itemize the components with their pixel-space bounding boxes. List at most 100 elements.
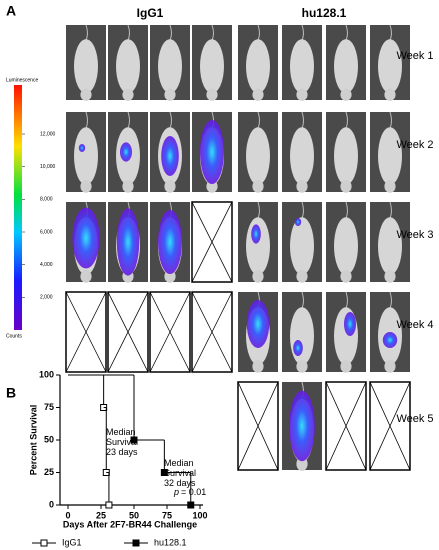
mouse-body	[290, 39, 314, 94]
mouse-body	[378, 217, 402, 275]
week-label: Week 5	[396, 413, 434, 425]
mouse-body	[334, 39, 358, 94]
panel-label: A	[6, 3, 16, 19]
signal	[294, 218, 302, 226]
mouse-tail	[345, 291, 348, 309]
x-tick-label: 50	[129, 510, 139, 520]
colorbar-title: Luminescence	[6, 77, 38, 83]
annotation: Median Survival 32 days	[164, 458, 197, 488]
x-axis-label: Days After 2F7-BR44 Challenge	[63, 519, 197, 529]
p-value: p = 0.01	[173, 487, 206, 497]
signal	[246, 300, 270, 348]
mouse-head	[122, 88, 134, 101]
colorbar-tick-label: 12,000	[40, 131, 56, 137]
cross	[107, 291, 149, 373]
signal	[251, 224, 261, 244]
mouse-tail	[389, 111, 392, 129]
mouse-head	[340, 180, 352, 193]
mouse-head	[252, 270, 264, 283]
week-label: Week 1	[396, 49, 434, 62]
mouse-body	[290, 217, 314, 275]
group-title: IgG1	[137, 6, 164, 20]
colorbar-tick-label: 8,000	[40, 197, 53, 203]
x-tick-label: 25	[96, 510, 106, 520]
mouse-body	[334, 127, 358, 185]
week-label: Week 4	[396, 319, 434, 331]
signal	[78, 144, 86, 152]
mouse-head	[340, 270, 352, 283]
legend-marker	[40, 539, 48, 547]
mouse-body	[378, 127, 402, 185]
cross	[237, 381, 279, 471]
mouse-body	[74, 39, 98, 94]
mouse-head	[252, 180, 264, 193]
mouse-head	[384, 270, 396, 283]
marker	[105, 501, 113, 509]
y-axis-label: Percent Survival	[28, 405, 38, 476]
colorbar	[14, 85, 22, 330]
mouse-body	[334, 217, 358, 275]
mouse-head	[164, 180, 176, 193]
mouse-tail	[127, 24, 130, 41]
y-tick-label: 25	[44, 467, 54, 477]
mouse-head	[122, 180, 134, 193]
mouse-body	[74, 127, 98, 185]
mouse-head	[340, 88, 352, 101]
mouse-head	[296, 180, 308, 193]
mouse-tail	[301, 24, 304, 41]
mouse-body	[290, 127, 314, 185]
signal	[344, 312, 356, 336]
mouse-head	[80, 270, 92, 283]
mouse-head	[384, 360, 396, 373]
mouse-tail	[301, 111, 304, 129]
mouse-tail	[127, 111, 130, 129]
mouse-head	[296, 360, 308, 373]
signal	[293, 340, 303, 356]
legend-label: IgG1	[62, 537, 82, 547]
y-tick-label: 50	[44, 434, 54, 444]
mouse-tail	[301, 291, 304, 309]
mouse-head	[296, 88, 308, 101]
mouse-head	[206, 88, 218, 101]
mouse-body	[290, 307, 314, 365]
week-label: Week 2	[396, 139, 434, 151]
marker	[187, 501, 195, 509]
signal	[200, 120, 224, 184]
cross	[149, 291, 191, 373]
group-title: hu128.1	[302, 6, 347, 20]
mouse-tail	[85, 24, 88, 41]
signal	[120, 142, 132, 162]
colorbar-unit: Counts	[6, 333, 22, 339]
mouse-tail	[301, 201, 304, 219]
mouse-tail	[257, 24, 260, 41]
x-tick-label: 0	[65, 510, 70, 520]
mouse-tail	[257, 111, 260, 129]
y-tick-label: 100	[39, 369, 54, 379]
mouse-tail	[85, 111, 88, 129]
week-label: Week 3	[396, 229, 434, 241]
signal	[161, 136, 179, 176]
mouse-head	[164, 270, 176, 283]
colorbar-tick-label: 4,000	[40, 262, 53, 268]
mouse-head	[384, 88, 396, 101]
signal	[289, 390, 315, 462]
mouse-head	[252, 88, 264, 101]
mouse-body	[246, 39, 270, 94]
mouse-head	[80, 180, 92, 193]
mouse-head	[80, 88, 92, 101]
mouse-tail	[389, 201, 392, 219]
mouse-tail	[257, 201, 260, 219]
y-tick-label: 0	[49, 499, 54, 509]
panel-label: B	[6, 385, 16, 401]
mouse-body	[116, 39, 140, 94]
mouse-body	[158, 39, 182, 94]
cross	[191, 201, 233, 283]
mouse-tail	[345, 111, 348, 129]
mouse-tail	[389, 291, 392, 309]
colorbar-tick-label: 10,000	[40, 164, 56, 170]
signal	[382, 332, 398, 348]
annotation: Median Survival 23 days	[106, 427, 139, 457]
mouse-tail	[345, 24, 348, 41]
